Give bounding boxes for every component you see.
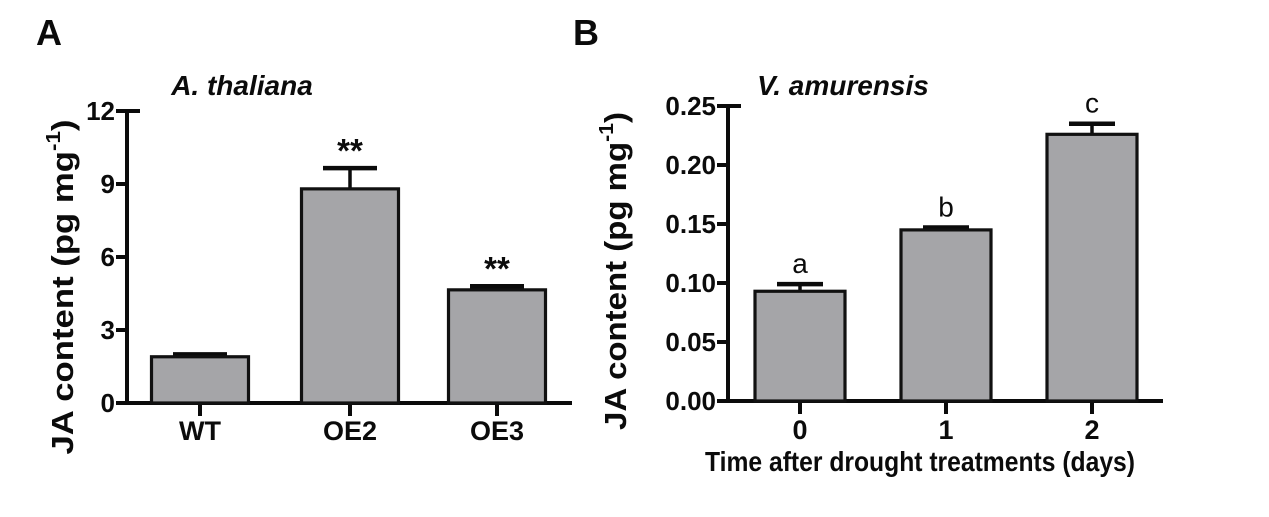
bar-annotation: a	[792, 248, 808, 279]
y-tick-label: 0.05	[665, 327, 716, 357]
y-tick-label: 0.10	[665, 268, 716, 298]
bar-WT	[149, 355, 251, 405]
y-tick-label: 0	[101, 388, 115, 418]
y-tick-label: 12	[86, 96, 115, 126]
x-tick-label: 0	[792, 415, 807, 445]
bar-OE2	[299, 187, 401, 405]
panel-b: B V. amurensis 0.00 0.05 0.10 0.15 0.20 0.25 JA …	[573, 12, 1163, 477]
y-tick-label: 0.25	[665, 91, 716, 121]
y-tick-label: 0.00	[665, 386, 716, 416]
bar-OE3	[446, 288, 548, 405]
x-tick-label: 1	[938, 415, 953, 445]
bar-annotation: **	[484, 250, 510, 287]
bar-annotation: **	[337, 132, 363, 169]
chart-title: A. thaliana	[170, 70, 313, 101]
x-tick-label: OE3	[470, 416, 524, 446]
y-axis-title: JA content (pg mg-1)	[43, 119, 80, 454]
bar-0	[753, 289, 847, 403]
panel-letter: A	[36, 12, 62, 53]
y-tick-label: 0.20	[665, 150, 716, 180]
x-tick-label: 2	[1084, 415, 1099, 445]
panel-letter: B	[573, 12, 599, 53]
chart-title: V. amurensis	[757, 70, 929, 101]
bar-2	[1045, 132, 1139, 403]
x-axis-title: Time after drought treatments (days)	[705, 446, 1135, 477]
x-tick-label: WT	[179, 416, 221, 446]
y-axis-title: JA content (pg mg-1)	[596, 112, 633, 430]
bar-annotation: c	[1085, 88, 1099, 119]
bar-annotation: b	[938, 192, 954, 223]
bar-1	[899, 228, 993, 403]
y-tick-label: 9	[101, 169, 115, 199]
y-tick-label: 3	[101, 315, 115, 345]
y-tick-label: 0.15	[665, 209, 716, 239]
y-tick-label: 6	[101, 242, 115, 272]
x-tick-label: OE2	[323, 416, 377, 446]
